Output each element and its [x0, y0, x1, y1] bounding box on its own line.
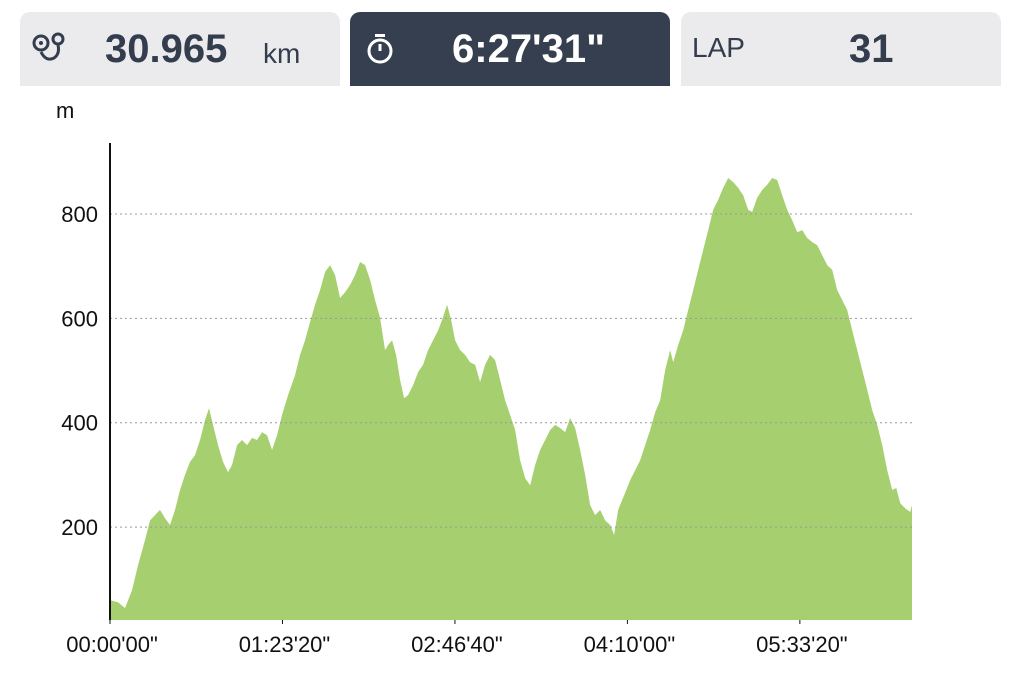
time-value: 6:27'31" — [452, 27, 606, 71]
y-tick-label: 800 — [61, 202, 98, 227]
x-tick-label: 04:10'00" — [584, 632, 676, 657]
distance-card: 30.965 km — [20, 12, 340, 86]
y-tick-label: 600 — [61, 306, 98, 331]
x-tick-label: 00:00'00" — [66, 632, 158, 657]
y-tick-label: 200 — [61, 515, 98, 540]
lap-value: 31 — [849, 27, 894, 71]
stopwatch-icon — [367, 34, 393, 64]
lap-card: LAP 31 — [681, 12, 1001, 86]
distance-value: 30.965 — [105, 27, 228, 71]
y-tick-label: 400 — [61, 411, 98, 436]
x-tick-label: 01:23'20" — [239, 632, 331, 657]
elevation-area — [110, 177, 912, 621]
distance-unit: km — [263, 38, 301, 69]
route-icon — [32, 32, 65, 61]
time-card: 6:27'31" — [350, 12, 670, 86]
x-tick-label: 02:46'40" — [411, 632, 503, 657]
y-axis-label: m — [56, 98, 74, 123]
lap-label: LAP — [692, 32, 745, 63]
x-tick-label: 05:33'20" — [756, 632, 848, 657]
